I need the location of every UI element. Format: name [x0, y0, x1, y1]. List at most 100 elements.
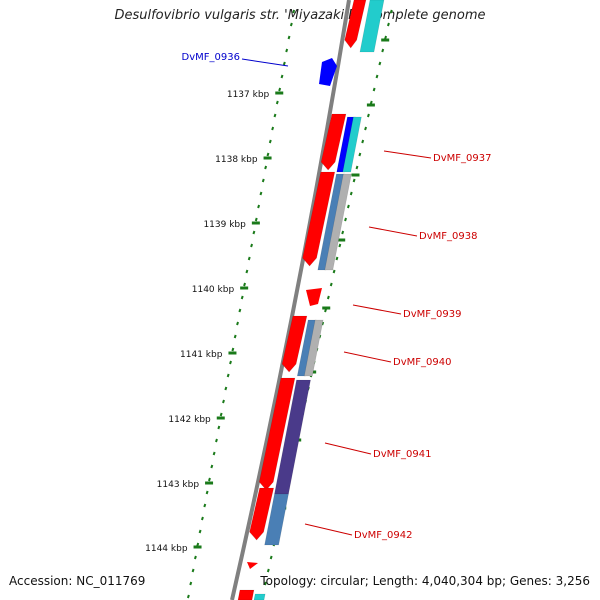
tick-dot-right [269, 555, 273, 560]
tick-layer [186, 9, 393, 599]
tick-dot-left [254, 217, 258, 222]
genome-backbone [230, 0, 351, 600]
tick-dot-left [212, 451, 216, 456]
gene-label-dvmf-0936: DvMF_0936 [182, 52, 240, 63]
tick-dot-right [332, 269, 336, 274]
tick-dot-left [238, 308, 242, 313]
tick-dot-left [193, 555, 197, 560]
gene-leader-line [343, 351, 392, 363]
gene-arrow-dvmf-0936 [319, 58, 337, 86]
cds-band-0940-b [303, 319, 324, 377]
tick-dot-left [257, 204, 261, 209]
gene-arrow-top [344, 0, 367, 49]
tick-label: 1140 kbp [192, 285, 235, 295]
tick-dot-left [280, 74, 284, 79]
gene-arrow-dvmf-0939 [306, 288, 322, 306]
tick-dot-left [222, 399, 225, 404]
accession-text: Accession: NC_011769 [9, 574, 146, 588]
tick-dot-left [229, 360, 232, 365]
tick-dot-left [219, 412, 223, 417]
tick-dot-left [186, 594, 190, 599]
gene-leader-line [352, 304, 402, 315]
feature-layer [237, 0, 385, 600]
gene-label-dvmf-0937: DvMF_0937 [433, 153, 491, 164]
map-title: Desulfovibrio vulgaris str. 'Miyazaki F'… [114, 8, 486, 23]
tick-dot-left [268, 139, 272, 144]
gene-leader-line [368, 226, 418, 237]
backbone-layer [230, 0, 351, 600]
tick-dot-left [210, 464, 214, 469]
tick-dot-left [264, 165, 268, 170]
tick-dot-right [364, 126, 368, 131]
gene-label-dvmf-0941: DvMF_0941 [373, 449, 431, 460]
tick-dot-left [240, 295, 244, 300]
tick-dot-right [358, 152, 362, 157]
tick-dot-right [335, 256, 339, 261]
tick-dot-left [233, 334, 237, 339]
gene-arrow-dvmf-0940 [281, 315, 308, 373]
tick-dot-left [189, 581, 193, 586]
tick-dot-right [378, 61, 382, 66]
tick-dot-left [200, 516, 204, 521]
tick-dot-left [205, 490, 209, 495]
tick-dot-left [287, 35, 291, 40]
gene-label-dvmf-0940: DvMF_0940 [393, 357, 451, 368]
gene-leader-line [241, 58, 289, 67]
tick-dot-right [264, 581, 267, 586]
tick-dot-left [266, 152, 270, 157]
tick-label: 1142 kbp [168, 415, 211, 425]
tick-dot-left [285, 48, 289, 53]
cds-band-0942 [264, 493, 289, 546]
tick-dot-right [266, 568, 270, 573]
tick-dot-left [224, 386, 228, 391]
tick-dot-right [338, 243, 342, 248]
tick-label: 1141 kbp [180, 350, 223, 360]
gene-arrow-dvmf-0941 [258, 377, 296, 491]
tick-label: 1138 kbp [215, 155, 258, 165]
tick-dot-right [386, 22, 390, 27]
tick-dot-right [355, 165, 359, 170]
tick-dot-right [372, 87, 376, 92]
tick-dot-right [375, 74, 379, 79]
gene-arrow-bottom [237, 589, 255, 600]
tick-dot-right [326, 295, 330, 300]
tick-label: 1139 kbp [203, 220, 246, 230]
tick-label: 1137 kbp [227, 90, 270, 100]
gene-arrow-bottom-small [247, 562, 258, 569]
cds-band-bottom [253, 593, 266, 600]
gene-label-dvmf-0939: DvMF_0939 [403, 309, 461, 320]
tick-dot-left [217, 425, 221, 430]
gene-leader-line [383, 150, 432, 159]
tick-dot-right [389, 9, 393, 14]
tick-dot-right [344, 217, 347, 222]
tick-dot-left [278, 87, 282, 92]
tick-dot-left [203, 503, 207, 508]
tick-dot-left [247, 256, 251, 261]
gene-leader-line [304, 523, 353, 536]
cds-band-top [359, 0, 385, 53]
tick-dot-left [261, 178, 265, 183]
gene-label-dvmf-0942: DvMF_0942 [354, 530, 412, 541]
tick-dot-left [245, 269, 249, 274]
tick-dot-left [215, 438, 218, 443]
tick-label: 1143 kbp [157, 480, 200, 490]
gene-label-dvmf-0938: DvMF_0938 [419, 231, 477, 242]
tick-dot-right [361, 139, 365, 144]
tick-dot-left [243, 282, 247, 287]
tick-dot-left [273, 113, 277, 118]
tick-dot-right [381, 48, 385, 53]
gene-arrow-dvmf-0942 [249, 487, 275, 541]
tick-dot-right [329, 282, 333, 287]
tick-dot-left [275, 100, 279, 105]
tick-dot-left [259, 191, 263, 196]
tick-dot-right [352, 178, 356, 183]
tick-dot-left [271, 126, 275, 131]
tick-dot-left [236, 321, 239, 326]
tick-dot-left [226, 373, 230, 378]
tick-dot-left [208, 477, 211, 482]
tick-dot-right [321, 321, 325, 326]
tick-dot-left [292, 9, 296, 14]
tick-dot-left [252, 230, 256, 235]
cds-band-0938-b [324, 173, 352, 271]
